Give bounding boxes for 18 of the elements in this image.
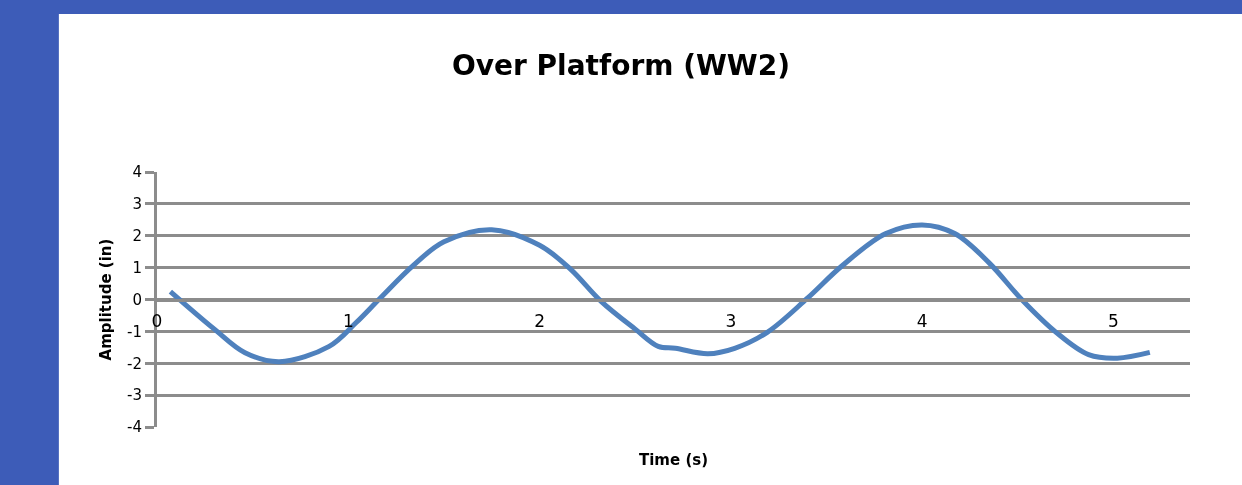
x-tick-label: 2: [534, 310, 545, 331]
x-axis-title: Time (s): [639, 451, 709, 469]
x-tick-label: 5: [1108, 310, 1119, 331]
x-tick-label: 4: [916, 310, 928, 331]
chart-title: Over Platform (WW2): [452, 49, 790, 83]
y-tick-label: 1: [132, 258, 142, 277]
x-tick-label: 1: [342, 310, 354, 331]
y-tick-label: -2: [127, 354, 142, 373]
y-tick-label: 3: [132, 195, 142, 214]
y-tick-label: 2: [132, 227, 142, 245]
x-tick-label: 0: [151, 310, 163, 331]
y-tick-label: -1: [127, 322, 142, 341]
y-axis-title: Amplitude (in): [97, 238, 116, 361]
y-tick-label: -3: [127, 386, 142, 405]
x-tick-label: 3: [725, 310, 737, 331]
y-tick-label: 4: [132, 163, 142, 182]
y-tick-label: 0: [132, 290, 142, 309]
y-tick-label: -4: [127, 418, 142, 437]
